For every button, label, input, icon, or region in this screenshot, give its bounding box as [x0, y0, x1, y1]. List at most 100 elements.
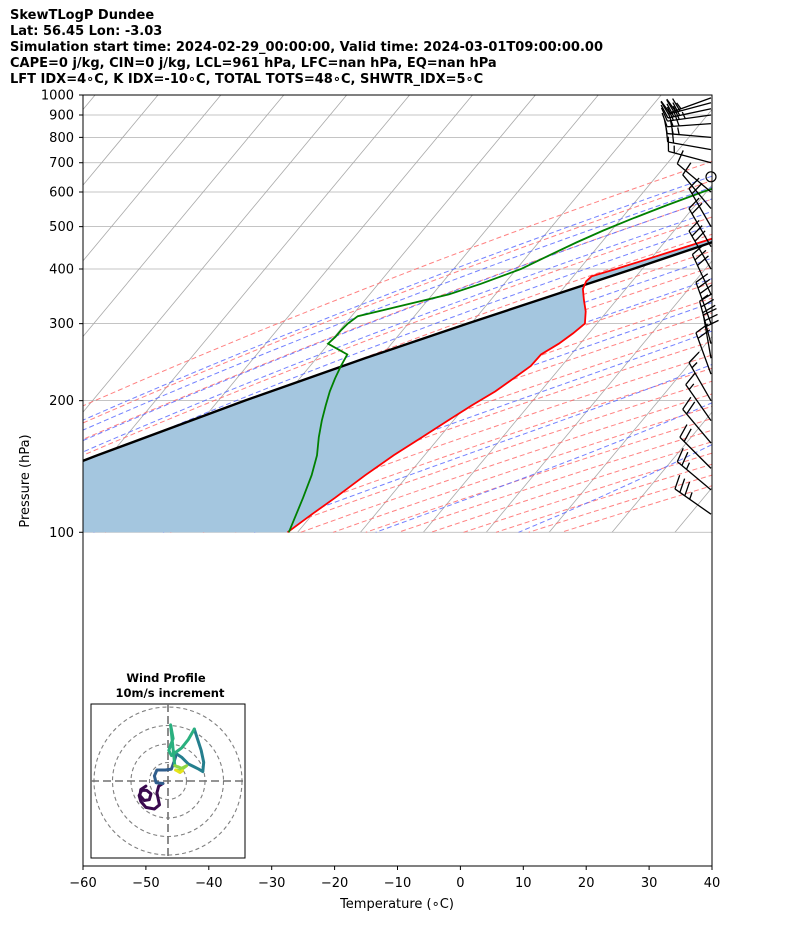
isotherm-line — [423, 184, 712, 533]
x-tick-label: −40 — [195, 876, 222, 891]
barb-staff — [682, 408, 712, 444]
isotherm-line — [83, 95, 348, 413]
barb-flag — [684, 481, 691, 497]
x-tick-label: −60 — [69, 876, 96, 891]
hodograph-trace — [172, 727, 206, 774]
x-tick-label: −50 — [132, 876, 159, 891]
barb-staff — [682, 174, 712, 209]
barb-flag — [666, 98, 676, 112]
dewpoint-profile-line — [287, 187, 712, 533]
y-tick-label: 200 — [49, 394, 74, 409]
y-tick-label: 700 — [49, 156, 74, 171]
isotherm-line — [83, 95, 159, 186]
barb-flag — [688, 219, 700, 232]
wind-barb — [674, 474, 712, 515]
inset-subtitle: 10m/s increment — [116, 686, 225, 700]
x-tick-label: 10 — [515, 876, 532, 891]
dry-adiabat-line — [105, 312, 712, 533]
isotherm-line — [548, 335, 712, 533]
y-tick-label: 900 — [49, 109, 74, 124]
isotherm-line — [485, 260, 712, 533]
barb-staff — [676, 461, 712, 491]
barb-flag — [699, 284, 713, 295]
barb-half-flag — [685, 462, 691, 470]
hodograph-trace — [174, 768, 184, 774]
barb-flag — [703, 307, 717, 316]
plot-area — [83, 86, 794, 534]
barb-flag — [660, 101, 670, 115]
x-axis-label: Temperature (∘C) — [339, 897, 454, 912]
x-tick-label: 30 — [641, 876, 658, 891]
wind-barb — [676, 448, 712, 491]
barb-half-flag — [677, 127, 680, 135]
barb-staff — [667, 132, 712, 139]
barb-staff — [688, 188, 712, 227]
barb-half-flag — [681, 111, 686, 119]
barb-flag — [667, 112, 674, 127]
barb-staff — [667, 141, 712, 151]
barb-flag — [697, 255, 709, 266]
barb-flag — [697, 329, 711, 339]
isotherm-line — [611, 411, 712, 533]
barb-flag — [695, 323, 709, 334]
dry-adiabat-line — [137, 326, 712, 533]
barb-flag — [705, 319, 719, 328]
barb-flag — [672, 98, 681, 112]
barb-flag — [671, 128, 675, 144]
y-axis-label: Pressure (hPa) — [18, 434, 33, 527]
barb-flag — [682, 396, 692, 410]
barb-flag — [688, 351, 700, 363]
x-tick-label: −10 — [384, 876, 411, 891]
barb-flag — [686, 401, 696, 415]
dry-adiabat-line — [83, 297, 712, 529]
barb-flag — [665, 127, 669, 143]
hodograph-trace — [137, 782, 165, 811]
temperature-profile-line — [286, 237, 712, 534]
barb-flag — [666, 103, 675, 117]
barb-flag — [681, 451, 689, 466]
location-line: Lat: 56.45 Lon: -3.03 — [10, 24, 163, 39]
y-tick-label: 500 — [49, 220, 74, 235]
barb-flag — [672, 105, 680, 120]
wind-barb — [702, 307, 719, 359]
barb-flag — [697, 278, 711, 289]
wind-barb — [688, 177, 712, 227]
dry-adiabat-line — [83, 160, 712, 407]
barb-flag — [679, 424, 688, 438]
barb-staff — [667, 122, 712, 128]
dry-adiabat-line — [430, 441, 712, 533]
inset-clip-group — [91, 704, 245, 858]
barb-flag — [688, 177, 700, 189]
barb-flag — [666, 99, 675, 113]
cin-shaded-area — [83, 238, 712, 533]
barb-flag — [679, 478, 686, 493]
hodograph-trace — [167, 723, 196, 768]
wind-barb — [660, 105, 712, 122]
barb-half-flag — [691, 362, 698, 369]
barb-flag — [676, 150, 684, 164]
wind-barb — [688, 351, 712, 401]
wind-barb — [695, 323, 712, 375]
moist-adiabat-line — [162, 330, 712, 533]
index-line: LFT IDX=4∘C, K IDX=-10∘C, TOTAL TOTS=48∘… — [10, 72, 484, 87]
moist-adiabat-line — [83, 175, 712, 421]
barb-flag — [688, 197, 700, 209]
isotherm-line — [738, 86, 794, 533]
x-tick-label: −30 — [258, 876, 285, 891]
barb-flag — [695, 273, 709, 283]
barb-flag — [691, 202, 703, 215]
barb-flag — [699, 293, 713, 302]
y-tick-label: 300 — [49, 317, 74, 332]
barb-flag — [685, 372, 696, 386]
barb-flag — [691, 182, 703, 195]
moist-adiabat-line — [83, 186, 712, 431]
barb-staff — [695, 282, 712, 324]
dry-adiabat-line — [398, 429, 712, 533]
barb-flag — [700, 298, 714, 308]
barb-half-flag — [689, 492, 693, 500]
barb-flag — [683, 428, 692, 442]
y-tick-label: 600 — [49, 186, 74, 201]
barb-half-flag — [688, 383, 695, 390]
